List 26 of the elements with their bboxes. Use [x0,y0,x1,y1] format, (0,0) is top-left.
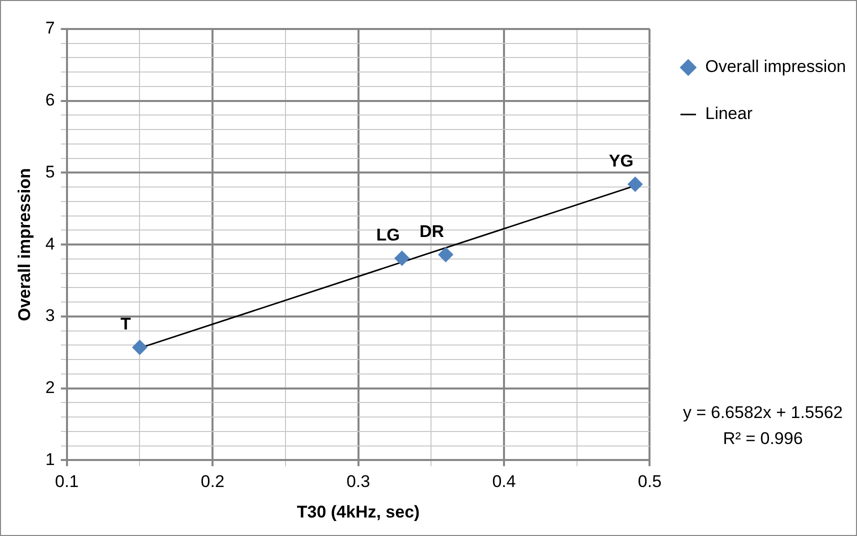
y-tick-label: 4 [45,234,55,254]
legend-label: Overall impression [705,57,846,76]
y-tick-label: 6 [45,90,55,110]
point [394,250,410,266]
text: R² = 0.996 [722,428,803,448]
point [438,247,454,262]
point [628,176,643,192]
x-tick-label: 0.2 [200,472,224,492]
y-axis-title: Overall impression [14,168,34,322]
x-axis-title: T30 (4kHz, sec) [296,502,420,522]
legend-label: Linear [705,104,753,124]
annotation: YG [608,151,634,170]
x-tick-label: 0.1 [55,472,79,492]
x-tick-label: 0.4 [492,472,516,492]
annotation: LG [376,225,400,244]
point [132,340,148,355]
y-tick-label: 1 [45,450,55,469]
annotation: DR [419,222,444,241]
x-tick-label: 0.3 [346,472,370,492]
text: y = 6.6582x + 1.5562 [682,402,843,422]
y-tick-label: 7 [45,18,55,38]
x-tick-label: 0.5 [638,472,662,492]
annotation: T [120,314,132,334]
y-tick-label: 3 [45,306,55,326]
y-tick-label: 2 [45,378,55,398]
y-tick-label: 5 [45,162,55,182]
